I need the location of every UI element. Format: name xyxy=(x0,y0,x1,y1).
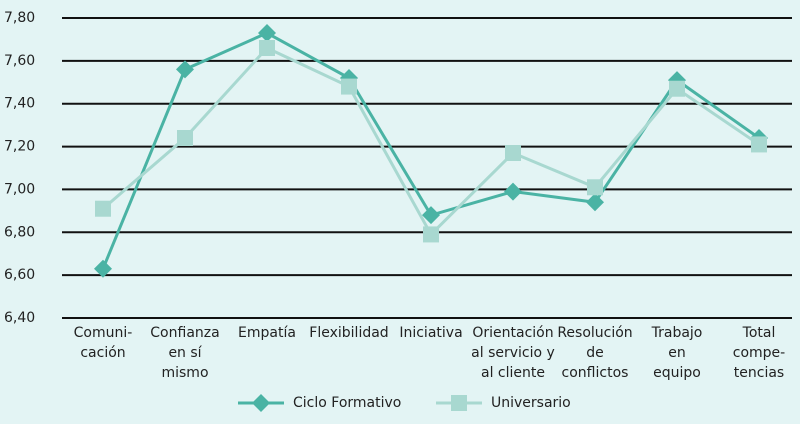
data-point xyxy=(258,24,276,42)
y-tick-label: 6,60 xyxy=(4,267,35,283)
y-tick-label: 7,40 xyxy=(4,96,35,112)
x-tick-label: Empatía xyxy=(238,325,296,341)
legend-marker xyxy=(451,395,467,411)
data-point xyxy=(176,60,194,79)
y-tick-label: 7,20 xyxy=(4,139,35,155)
data-point xyxy=(259,40,275,56)
x-tick-label: Orientación al servicio y al cliente xyxy=(471,325,555,381)
data-point xyxy=(504,182,522,201)
legend-marker xyxy=(252,394,270,412)
data-point xyxy=(669,80,685,97)
data-point xyxy=(751,136,767,153)
x-tick-label: Resolución de conflictos xyxy=(557,325,633,381)
y-tick-label: 7,60 xyxy=(4,53,35,69)
y-tick-label: 6,40 xyxy=(4,310,35,326)
data-point xyxy=(177,130,193,146)
x-tick-label: Total compe- tencias xyxy=(732,325,786,381)
data-point xyxy=(505,145,521,161)
x-tick-label: Comuni- cación xyxy=(73,325,133,361)
x-tick-label: Flexibilidad xyxy=(309,325,389,341)
y-tick-label: 7,80 xyxy=(4,10,35,26)
data-point xyxy=(94,259,112,278)
data-point xyxy=(95,200,111,217)
y-tick-label: 6,80 xyxy=(4,224,35,240)
legend-label: Universario xyxy=(491,395,571,411)
x-tick-label: Iniciativa xyxy=(399,325,463,341)
y-tick-label: 7,00 xyxy=(4,181,35,197)
legend-label: Ciclo Formativo xyxy=(293,395,401,411)
data-point xyxy=(422,206,440,225)
data-point xyxy=(341,78,357,95)
x-tick-label: Confianza en sí mismo xyxy=(150,325,220,381)
x-tick-label: Trabajo en equipo xyxy=(651,325,703,381)
data-point xyxy=(587,179,603,196)
data-point xyxy=(423,226,439,243)
data-point xyxy=(586,193,604,212)
